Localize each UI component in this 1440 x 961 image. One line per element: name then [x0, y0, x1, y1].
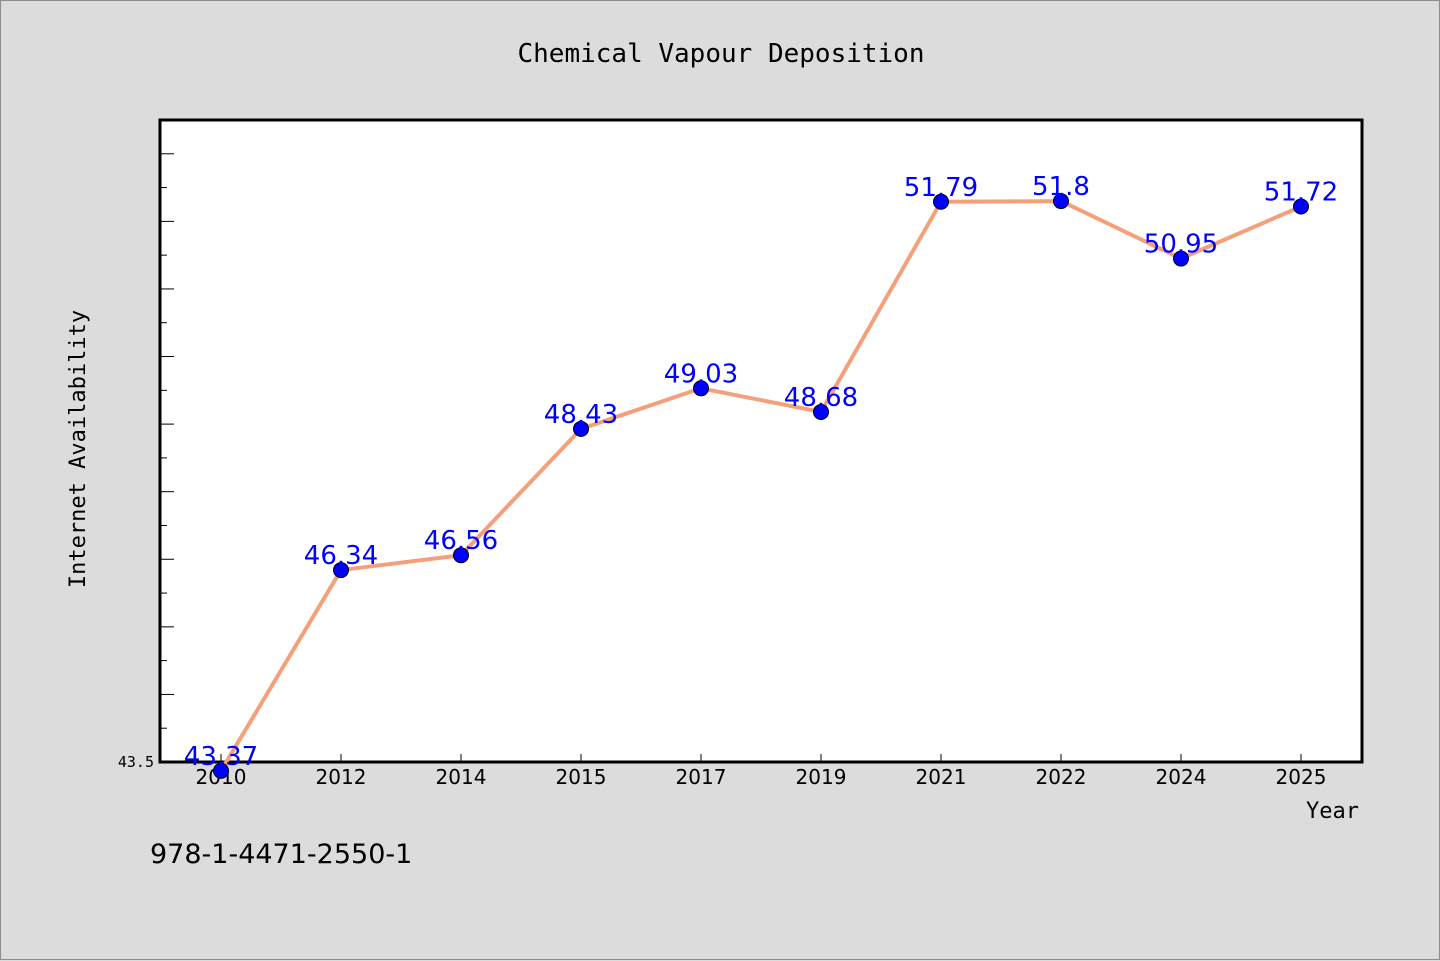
x-tick-label: 2019 — [796, 765, 847, 789]
data-point — [813, 403, 829, 420]
data-label: 51.79 — [904, 173, 978, 203]
data-label: 48.68 — [784, 383, 858, 413]
data-point — [573, 420, 589, 437]
x-tick-label: 2025 — [1276, 765, 1327, 789]
data-point — [333, 562, 349, 579]
x-tick-label: 2015 — [556, 765, 607, 789]
data-label: 48.43 — [544, 400, 618, 430]
x-tick-label: 2014 — [436, 765, 487, 789]
x-tick-label: 2017 — [676, 765, 727, 789]
data-label: 50.95 — [1144, 230, 1218, 260]
chart-title: Chemical Vapour Deposition — [518, 39, 925, 69]
data-point — [1293, 198, 1309, 215]
x-axis-ticks — [220, 754, 1302, 762]
data-label: 46.56 — [424, 526, 498, 556]
data-point — [1173, 250, 1189, 267]
series-line — [219, 199, 1302, 772]
y-axis-ticks — [160, 119, 174, 763]
data-label: 51.72 — [1264, 178, 1338, 208]
data-label: 46.34 — [304, 541, 378, 571]
data-point — [933, 193, 949, 210]
data-label: 49.03 — [664, 359, 738, 389]
data-point — [213, 762, 229, 779]
x-axis-label: Year — [1306, 799, 1359, 824]
data-markers — [213, 193, 1309, 779]
plot-area — [158, 118, 1364, 764]
data-label: 51.8 — [1032, 172, 1090, 202]
data-point — [453, 547, 469, 564]
data-labels: 43.37 46.34 46.56 48.43 49.03 48.68 51.79 51.8 5… — [184, 172, 1338, 772]
data-point — [1053, 193, 1069, 210]
data-label: 43.37 — [184, 742, 258, 772]
y-axis-label: Internet Availability — [66, 310, 91, 588]
data-point — [693, 380, 709, 397]
x-tick-label: 2022 — [1036, 765, 1087, 789]
x-tick-label: 2012 — [316, 765, 367, 789]
isbn-text: 978-1-4471-2550-1 — [150, 839, 412, 870]
x-axis-tick-labels: 2010201220142015201720192021202220242025 — [196, 765, 1327, 789]
x-tick-label: 2021 — [916, 765, 967, 789]
y-tick-label: 43.5 — [118, 753, 154, 771]
x-tick-label: 2024 — [1156, 765, 1207, 789]
